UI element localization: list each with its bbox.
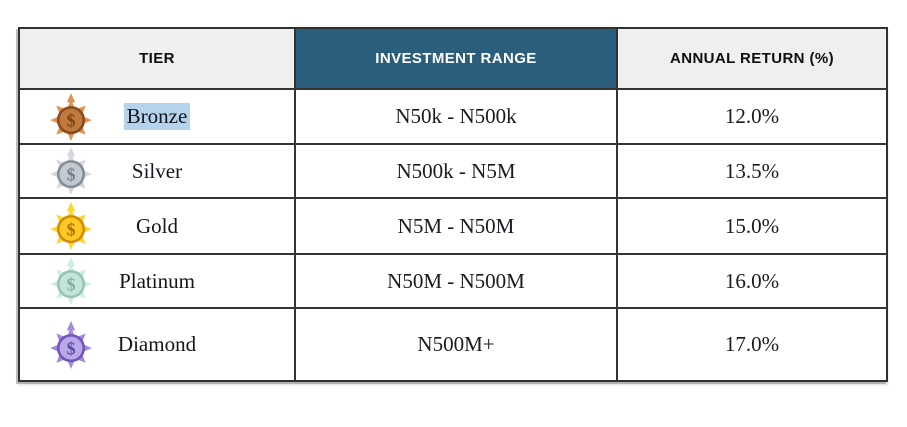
tier-cell: $ Bronze [20, 90, 296, 143]
table-row: $ Bronze N50k - N500k 12.0% [20, 90, 886, 145]
range-value: N5M - N50M [397, 213, 515, 238]
return-cell: 12.0% [618, 90, 886, 143]
return-cell: 17.0% [618, 309, 886, 380]
header-investment-range-label: INVESTMENT RANGE [375, 50, 537, 67]
table-header-row: TIER INVESTMENT RANGE ANNUAL RETURN (%) [20, 29, 886, 90]
return-value: 17.0% [724, 332, 780, 356]
header-annual-return: ANNUAL RETURN (%) [618, 29, 886, 88]
gold-medal-icon: $ [45, 201, 97, 251]
tier-cell: $ Gold [20, 199, 296, 253]
svg-text:$: $ [67, 274, 76, 294]
bronze-medal-icon: $ [45, 92, 97, 142]
silver-medal-icon: $ [45, 146, 97, 196]
header-tier: TIER [20, 29, 296, 88]
table-row: $ Silver N500k - N5M 13.5% [20, 145, 886, 199]
range-value: N500M+ [417, 332, 495, 356]
tier-label-silver: Silver [131, 158, 183, 183]
header-tier-label: TIER [139, 50, 175, 67]
return-cell: 15.0% [618, 199, 886, 253]
tier-cell: $ Platinum [20, 255, 296, 307]
tier-label-gold: Gold [136, 213, 178, 238]
tier-cell: $ Silver [20, 145, 296, 197]
header-investment-range: INVESTMENT RANGE [296, 29, 618, 88]
platinum-medal-icon: $ [45, 256, 97, 306]
tier-cell: $ Diamond [20, 309, 296, 380]
range-value: N500k - N5M [396, 158, 516, 183]
header-annual-return-label: ANNUAL RETURN (%) [669, 50, 834, 67]
table-row: $ Gold N5M - N50M 15.0% [20, 199, 886, 255]
table-row: $ Platinum N50M - N500M 16.0% [20, 255, 886, 309]
range-cell: N500M+ [296, 309, 618, 380]
svg-text:$: $ [67, 110, 76, 130]
range-cell: N50M - N500M [296, 255, 618, 307]
return-cell: 13.5% [618, 145, 886, 197]
svg-text:$: $ [67, 219, 76, 239]
diamond-medal-icon: $ [45, 320, 97, 370]
range-value: N50k - N500k [395, 104, 517, 128]
return-cell: 16.0% [618, 255, 886, 307]
range-cell: N5M - N50M [296, 199, 618, 253]
svg-text:$: $ [67, 164, 76, 184]
svg-text:$: $ [67, 338, 76, 358]
table-row: $ Diamond N500M+ 17.0% [20, 309, 886, 380]
return-value: 16.0% [724, 268, 780, 293]
range-cell: N50k - N500k [296, 90, 618, 143]
range-value: N50M - N500M [387, 268, 525, 293]
return-value: 13.5% [724, 158, 780, 183]
tier-label-diamond: Diamond [117, 332, 197, 356]
tier-label-platinum: Platinum [119, 268, 195, 293]
investment-tier-table: TIER INVESTMENT RANGE ANNUAL RETURN (%) … [18, 27, 888, 382]
return-value: 12.0% [724, 104, 780, 128]
tier-label-bronze[interactable]: Bronze [123, 103, 191, 130]
return-value: 15.0% [724, 213, 780, 238]
range-cell: N500k - N5M [296, 145, 618, 197]
